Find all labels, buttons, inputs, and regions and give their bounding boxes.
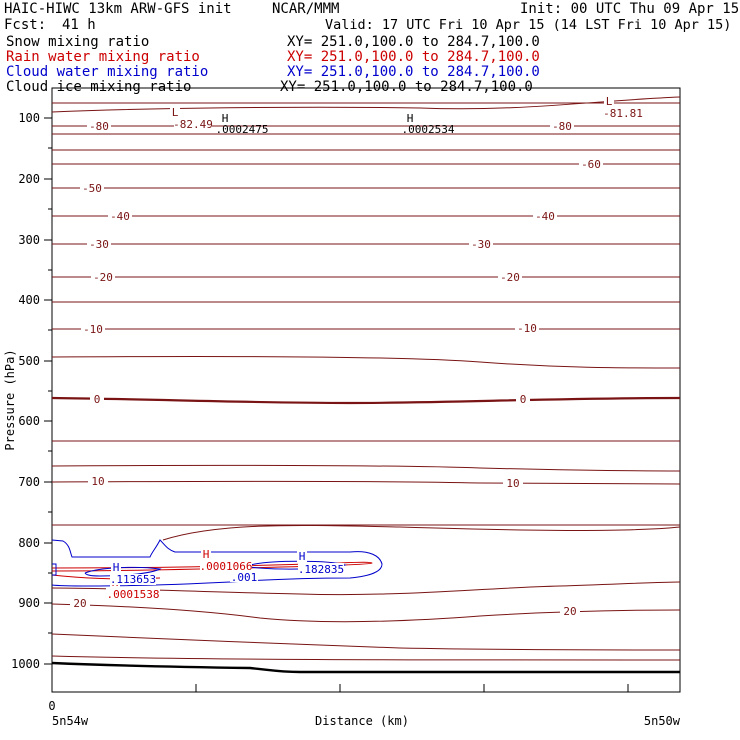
- isotherms: [51, 96, 681, 661]
- high-value: .0001538: [107, 588, 160, 601]
- x-end-label: 5n50w: [644, 714, 681, 728]
- x-axis-title: Distance (km): [315, 714, 409, 728]
- y-tick: 200: [18, 172, 52, 186]
- isotherm-label: -30: [471, 238, 491, 251]
- plot-header: HAIC-HIWC 13km ARW-GFS init NCAR/MMM Ini…: [0, 0, 740, 100]
- high-marker: H: [407, 112, 414, 125]
- y-tick-label: 700: [18, 475, 40, 489]
- isotherm-label: -20: [500, 271, 520, 284]
- y-tick-label: 300: [18, 233, 40, 247]
- isotherm-label: -60: [581, 158, 601, 171]
- isotherm-label: -30: [89, 238, 109, 251]
- high-marker: H: [222, 112, 229, 125]
- y-tick-label: 800: [18, 536, 40, 550]
- y-tick: 600: [18, 414, 52, 428]
- y-tick-label: 500: [18, 354, 40, 368]
- isotherm-label: -40: [535, 210, 555, 223]
- isotherm-line: [51, 603, 681, 623]
- high-marker: H: [203, 548, 210, 561]
- isotherm-line: [51, 356, 681, 369]
- producer: NCAR/MMM: [272, 1, 340, 17]
- field-cloud-ice-xy: XY= 251.0,100.0 to 284.7,100.0: [280, 79, 533, 95]
- title: HAIC-HIWC 13km ARW-GFS init: [4, 1, 232, 17]
- low-marker: L: [606, 95, 613, 108]
- extrema-labels: L -82.49 L -81.81 H .0002475 H .0002534 …: [106, 95, 643, 601]
- high-marker: H: [299, 550, 306, 563]
- isotherm-label: -20: [93, 271, 113, 284]
- x-axis-ticks: [51, 684, 629, 692]
- y-tick-label: 900: [18, 596, 40, 610]
- isotherm-labels: -80 -80 -60 -50 -40 -40 -30 -30 -20 -20 …: [70, 120, 603, 618]
- isotherm-label: 10: [91, 475, 104, 488]
- y-axis: 100 200 300 400 500 600 700 800 900 1000: [11, 111, 52, 671]
- isotherm-label: 0: [520, 393, 527, 406]
- cloud-contour: [249, 560, 347, 570]
- isotherm-line: [162, 524, 681, 541]
- high-value: .113653: [110, 573, 156, 586]
- isotherm-label: -10: [517, 322, 537, 335]
- x-start-label: 5n54w: [52, 714, 89, 728]
- y-tick: 400: [18, 293, 52, 307]
- isotherm-line: [51, 96, 681, 113]
- y-tick-label: 1000: [11, 657, 40, 671]
- isotherm-label: 10: [506, 477, 519, 490]
- fcst-label: Fcst:: [4, 17, 47, 33]
- y-minor-ticks: [48, 147, 52, 634]
- field-rain-xy: XY= 251.0,100.0 to 284.7,100.0: [287, 49, 540, 65]
- isotherm-label: -80: [89, 120, 109, 133]
- y-tick-label: 400: [18, 293, 40, 307]
- high-value: .182835: [298, 563, 344, 576]
- isotherm-label: -80: [552, 120, 572, 133]
- high-value: .0002475: [216, 123, 269, 136]
- cloud-contour-label: .001: [231, 571, 258, 584]
- high-marker: H: [113, 561, 120, 574]
- plot-frame: [51, 87, 681, 693]
- y-tick: 900: [18, 596, 52, 610]
- y-tick: 300: [18, 233, 52, 247]
- cloud-contour: [52, 563, 57, 576]
- x-zero-label: 0: [48, 699, 55, 713]
- low-marker: L: [172, 106, 179, 119]
- y-axis-title: Pressure (hPa): [3, 349, 17, 450]
- field-cloud-water-xy: XY= 251.0,100.0 to 284.7,100.0: [287, 64, 540, 80]
- isotherm-label: -50: [82, 182, 102, 195]
- isotherm-label: -10: [83, 323, 103, 336]
- valid-time: Valid: 17 UTC Fri 10 Apr 15 (14 LST Fri …: [325, 17, 732, 33]
- y-tick: 500: [18, 354, 52, 368]
- isotherm-line: [51, 655, 681, 661]
- y-tick: 100: [18, 111, 52, 125]
- y-tick: 800: [18, 536, 52, 550]
- isotherm-label: 0: [94, 393, 101, 406]
- y-tick-label: 200: [18, 172, 40, 186]
- low-value: -81.81: [603, 107, 643, 120]
- terrain-line: [51, 661, 680, 674]
- fcst-value: 41 h: [62, 17, 96, 33]
- field-rain-name: Rain water mixing ratio: [6, 49, 200, 65]
- isotherm-line: [51, 480, 681, 485]
- field-snow-xy: XY= 251.0,100.0 to 284.7,100.0: [287, 34, 540, 50]
- isotherm-line: [51, 464, 681, 472]
- y-tick-label: 100: [18, 111, 40, 125]
- freezing-level-line: [51, 396, 681, 405]
- y-tick: 700: [18, 475, 52, 489]
- field-snow-name: Snow mixing ratio: [6, 34, 150, 50]
- high-value: .0002534: [402, 123, 455, 136]
- isotherm-label: -40: [110, 210, 130, 223]
- y-tick-label: 600: [18, 414, 40, 428]
- high-value: .0001066: [200, 560, 253, 573]
- low-value: -82.49: [173, 118, 213, 131]
- isotherm-label: 20: [563, 605, 576, 618]
- isotherm-line: [51, 633, 681, 651]
- field-cloud-water-name: Cloud water mixing ratio: [6, 64, 209, 80]
- y-tick: 1000: [11, 657, 52, 671]
- init-time: Init: 00 UTC Thu 09 Apr 15: [520, 1, 740, 17]
- field-cloud-ice-name: Cloud ice mixing ratio: [6, 79, 192, 95]
- cloud-contour-outer: [51, 539, 383, 587]
- isotherm-label: 20: [73, 597, 86, 610]
